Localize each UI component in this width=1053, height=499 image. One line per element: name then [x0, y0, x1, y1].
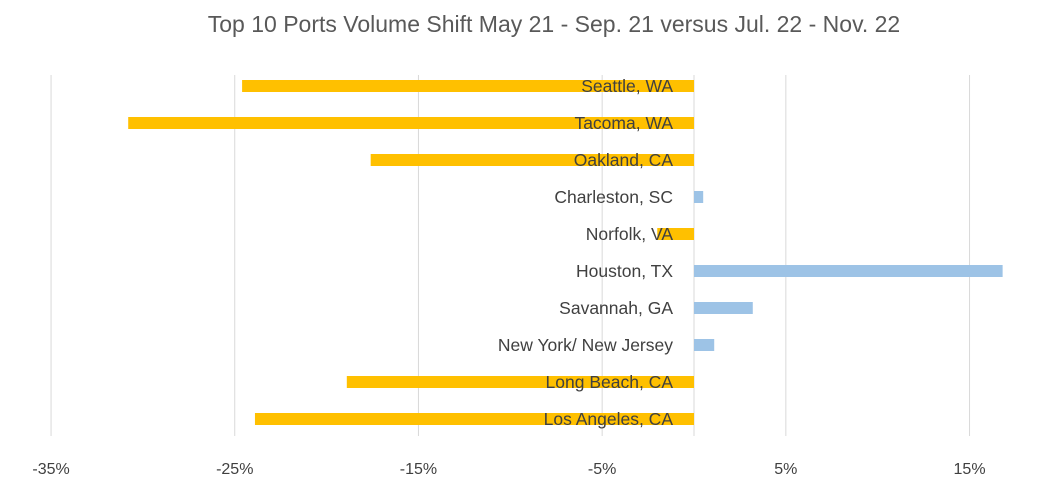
category-label: Seattle, WA [581, 76, 673, 96]
category-label: Long Beach, CA [546, 372, 674, 392]
x-tick-label: -15% [400, 461, 437, 478]
bar [694, 265, 1003, 277]
bar [242, 80, 694, 92]
category-label: Oakland, CA [574, 150, 674, 170]
bar [694, 339, 715, 351]
category-label: Tacoma, WA [574, 113, 673, 133]
x-tick-label: -5% [588, 461, 616, 478]
x-tick-label: 5% [774, 461, 797, 478]
bar [370, 154, 694, 166]
bars [128, 80, 1003, 425]
category-label: Norfolk, VA [586, 224, 674, 244]
bar [128, 117, 695, 129]
gridlines [50, 75, 971, 436]
x-tick-label: 15% [954, 461, 986, 478]
x-tick-labels: -35% -25% -15% -5% 5% 15% [32, 461, 985, 478]
category-label: Houston, TX [576, 261, 673, 281]
bar [346, 376, 694, 388]
category-label: Charleston, SC [554, 187, 673, 207]
category-label: Los Angeles, CA [544, 409, 674, 429]
chart-title: Top 10 Ports Volume Shift May 21 - Sep. … [208, 11, 900, 37]
category-label: Savannah, GA [559, 298, 673, 318]
bar [254, 413, 694, 425]
category-labels: Seattle, WA Tacoma, WA Oakland, CA Charlest… [498, 76, 673, 429]
x-tick-label: -25% [216, 461, 253, 478]
bar [694, 191, 704, 203]
bar [657, 228, 694, 240]
bar [694, 302, 753, 314]
x-tick-label: -35% [32, 461, 69, 478]
category-label: New York/ New Jersey [498, 335, 673, 355]
